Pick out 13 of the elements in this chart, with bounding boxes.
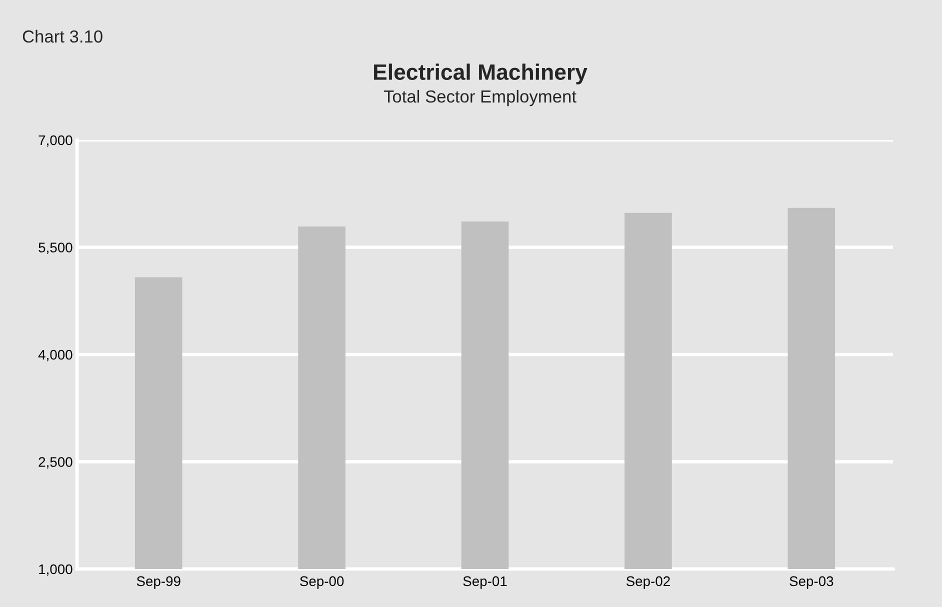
- chart-title: Electrical Machinery: [374, 64, 588, 84]
- x-tick-label: Sep-01: [463, 576, 507, 589]
- y-tick-label: 7,000: [38, 135, 72, 147]
- x-tick-label: Sep-00: [300, 576, 344, 589]
- x-tick-label: Sep-99: [136, 576, 180, 589]
- chart-subtitle: Total Sector Employment: [384, 90, 576, 106]
- caption: Chart 3.10: [22, 30, 102, 43]
- y-tick-label: 5,500: [38, 242, 72, 254]
- y-tick-label: 2,500: [38, 457, 72, 469]
- x-tick-label: Sep-02: [626, 576, 670, 589]
- y-tick-label: 1,000: [39, 564, 72, 576]
- x-tick-label: Sep-03: [790, 576, 834, 589]
- y-tick-label: 4,000: [38, 350, 72, 362]
